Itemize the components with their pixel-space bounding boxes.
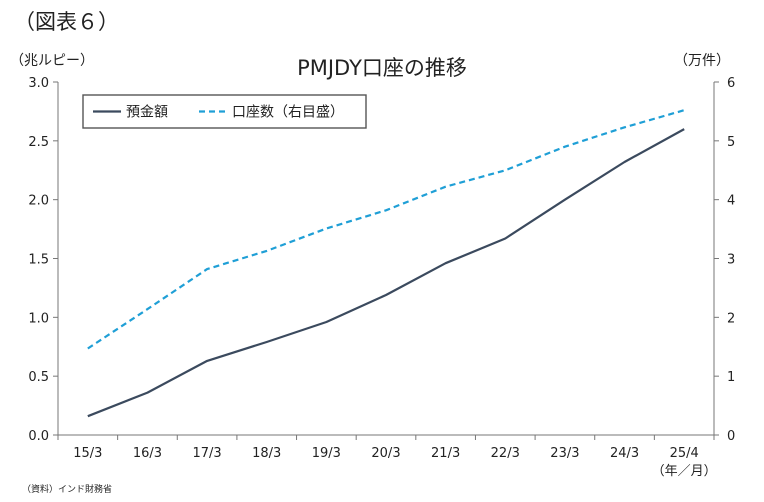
right-tick-label: 4 (727, 194, 735, 209)
x-tick-label: 24/3 (610, 446, 639, 461)
x-tick-label: 17/3 (192, 446, 221, 461)
right-tick-label: 6 (727, 76, 735, 91)
x-tick-label: 25/4 (670, 446, 699, 461)
left-tick-label: 0.0 (28, 429, 49, 444)
figure-label: （図表６） (14, 10, 119, 34)
x-tick-label: 21/3 (431, 446, 460, 461)
left-tick-label: 1.5 (28, 253, 49, 268)
x-tick-label: 22/3 (491, 446, 520, 461)
right-tick-label: 1 (727, 370, 735, 385)
right-tick-label: 3 (727, 253, 735, 268)
left-tick-label: 0.5 (28, 370, 49, 385)
left-tick-label: 3.0 (28, 76, 49, 91)
x-axis-unit: （年／月） (652, 464, 717, 479)
x-tick-label: 19/3 (312, 446, 341, 461)
right-axis-unit: （万件） (674, 53, 730, 69)
legend-label: 口座数（右目盛） (232, 105, 344, 121)
left-tick-label: 1.0 (28, 311, 49, 326)
series-line-deposits (87, 128, 685, 418)
x-tick-label: 18/3 (252, 446, 281, 461)
x-tick-label: 20/3 (371, 446, 400, 461)
right-tick-label: 0 (727, 429, 735, 444)
series-line-accounts (87, 109, 685, 350)
left-tick-label: 2.5 (28, 135, 49, 150)
left-tick-label: 2.0 (28, 194, 49, 209)
x-tick-label: 15/3 (73, 446, 102, 461)
x-tick-label: 23/3 (550, 446, 579, 461)
right-tick-label: 2 (727, 311, 735, 326)
chart-title: PMJDY口座の推移 (297, 56, 467, 80)
left-axis-unit: （兆ルピー） (10, 53, 94, 69)
legend-label: 預金額 (126, 105, 168, 121)
x-tick-label: 16/3 (133, 446, 162, 461)
source-note: （資料）インド財務省 (22, 485, 113, 495)
right-tick-label: 5 (727, 135, 735, 150)
